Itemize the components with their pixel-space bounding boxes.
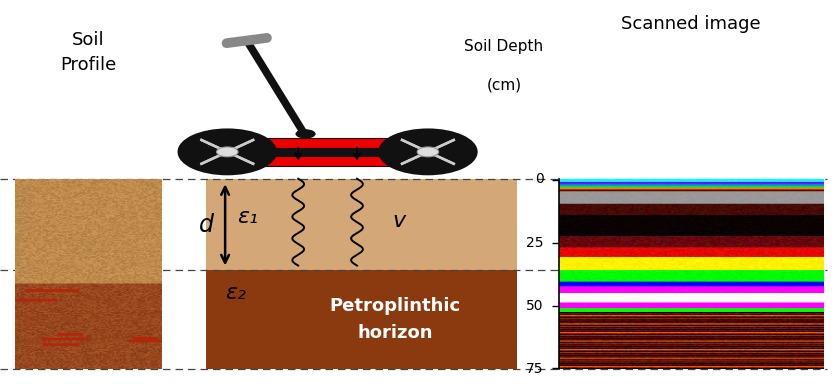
Text: 0: 0 [535,173,543,186]
Bar [255,138,402,147]
Bar [206,179,517,270]
Circle shape [296,129,316,139]
Bar [255,156,402,166]
Circle shape [379,129,476,174]
Text: d: d [199,213,214,237]
Text: 25: 25 [526,235,543,249]
Text: Scanned image: Scanned image [621,15,761,34]
Text: (cm): (cm) [486,77,522,92]
Circle shape [417,147,438,157]
Text: Soil
Profile: Soil Profile [60,31,117,74]
Text: Soil Depth: Soil Depth [465,39,543,54]
Text: 50: 50 [526,299,543,313]
Text: 75: 75 [526,362,543,376]
Text: v: v [392,211,406,231]
Circle shape [179,129,276,174]
Text: Petroplinthic
horizon: Petroplinthic horizon [329,297,460,342]
Text: ε₂: ε₂ [225,283,245,303]
Circle shape [217,147,238,157]
Bar [206,270,517,369]
Text: ε₁: ε₁ [238,207,258,227]
Bar [255,147,402,156]
